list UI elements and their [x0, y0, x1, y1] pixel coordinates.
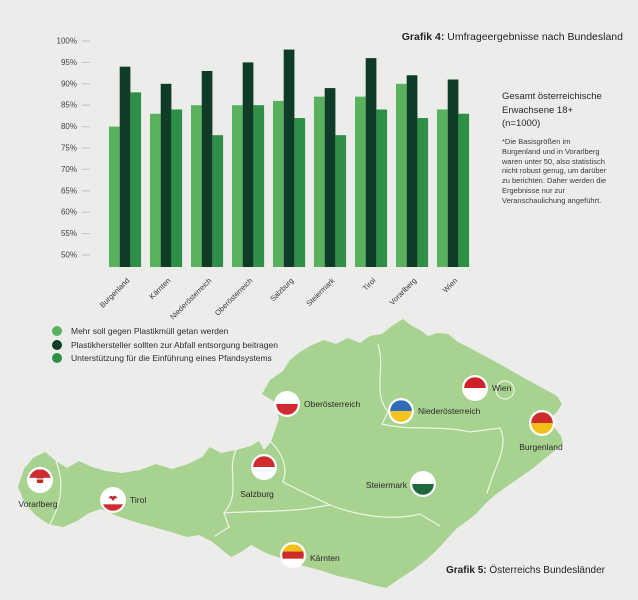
bar [160, 83, 172, 267]
bar [253, 105, 265, 267]
region-marker: Wien [462, 375, 512, 401]
region-label: Tirol [130, 495, 146, 505]
chart-title-text: Umfrageergebnisse nach Bundesland [444, 31, 623, 43]
bar [109, 126, 120, 267]
austria-outline [18, 319, 563, 588]
bar [171, 109, 183, 267]
region-label: Salzburg [240, 489, 274, 499]
bar [447, 79, 459, 268]
eagle-emblem-icon [108, 495, 118, 501]
chart-title: Grafik 4: Umfrageergebnisse nach Bundesl… [402, 31, 623, 43]
state-borders [49, 344, 515, 537]
bar [212, 135, 224, 267]
bar [355, 96, 366, 267]
bar [335, 135, 347, 267]
footnote-text: *Die Basisgrößen im Burgenland und in Vo… [502, 137, 607, 205]
bar [294, 118, 306, 267]
legend-label: Plastikhersteller sollten zur Abfall ent… [71, 339, 278, 350]
bar [365, 58, 377, 268]
y-axis-tick-label: 60% [61, 208, 77, 217]
y-axis-tick-label: 70% [61, 165, 77, 174]
flag-icon [253, 456, 275, 478]
bar [396, 83, 407, 267]
y-axis-tick-label: 75% [61, 144, 77, 153]
legend-dot-icon [52, 326, 62, 336]
bar [119, 66, 131, 268]
region-label: Oberösterreich [304, 399, 360, 409]
y-axis-tick-label: 55% [61, 229, 77, 238]
flag-icon [29, 469, 51, 491]
region-marker: Burgenland [519, 410, 563, 452]
region-label: Kärnten [310, 553, 340, 563]
flag-icon [531, 412, 553, 434]
region-label: Burgenland [519, 442, 563, 452]
bar [458, 113, 470, 267]
flag-icon [412, 473, 434, 495]
legend-label: Mehr soll gegen Plastikmüll getan werden [71, 326, 229, 336]
flag-icon [390, 400, 412, 422]
flag-icon [276, 393, 298, 415]
bar [406, 75, 418, 268]
flag-icon [464, 377, 486, 399]
bar [417, 118, 429, 267]
region-flags: Vorarlberg Tirol Salzburg Oberösterreich Nie… [18, 375, 563, 568]
bar [283, 49, 295, 268]
y-axis-tick-label: 90% [61, 79, 77, 88]
region-marker: Tirol [100, 487, 146, 513]
bar [376, 109, 388, 267]
chart-title-prefix: Grafik 4: [401, 31, 445, 43]
bar [201, 70, 213, 268]
bar [324, 88, 336, 267]
legend-dot-icon [52, 339, 62, 350]
region-marker: Kärnten [280, 542, 340, 568]
map-caption: Grafik 5: Österreichs Bundesländer [446, 565, 605, 576]
region-label: Steiermark [366, 480, 408, 490]
region-label: Niederösterreich [418, 406, 481, 416]
shield-emblem-band [36, 478, 44, 480]
bar [130, 92, 142, 267]
y-axis-tick-label: 85% [61, 101, 77, 110]
sample-size-text: Gesamt österreichische Erwachsene 18+ (n… [502, 91, 602, 129]
bar [191, 105, 202, 267]
bar [242, 62, 254, 268]
region-marker: Niederösterreich [388, 398, 481, 424]
legend-dot-icon [52, 353, 62, 363]
y-axis-tick-label: 95% [61, 58, 77, 67]
bar [232, 105, 243, 267]
region-marker: Salzburg [240, 454, 277, 499]
bar [150, 113, 161, 267]
bar [437, 109, 448, 267]
region-label: Wien [492, 383, 512, 393]
region-label: Vorarlberg [18, 499, 57, 509]
legend-item: Plastikhersteller sollten zur Abfall ent… [52, 339, 278, 350]
chart-legend: Mehr soll gegen Plastikmüll getan werden… [52, 326, 278, 367]
region-marker: Steiermark [366, 471, 436, 497]
map-caption-text: Österreichs Bundesländer [486, 565, 605, 576]
bar [273, 100, 284, 267]
region-marker: Vorarlberg [18, 467, 58, 509]
region-marker: Oberösterreich [274, 391, 360, 417]
y-axis-tick-label: 65% [61, 186, 77, 195]
map-caption-prefix: Grafik 5: [446, 565, 487, 576]
legend-item: Mehr soll gegen Plastikmüll getan werden [52, 326, 278, 336]
legend-item: Unterstützung für die Einführung eines P… [52, 353, 278, 363]
y-axis-tick-label: 80% [61, 122, 77, 131]
flag-icon [282, 544, 304, 566]
legend-label: Unterstützung für die Einführung eines P… [71, 353, 272, 363]
y-axis-tick-label: 50% [61, 251, 77, 260]
bar [314, 96, 325, 267]
y-axis-tick-label: 100% [57, 37, 77, 46]
bar-chart: 100%95%90%85%80%75%70%65%60%55%50%Burgen… [57, 37, 470, 321]
